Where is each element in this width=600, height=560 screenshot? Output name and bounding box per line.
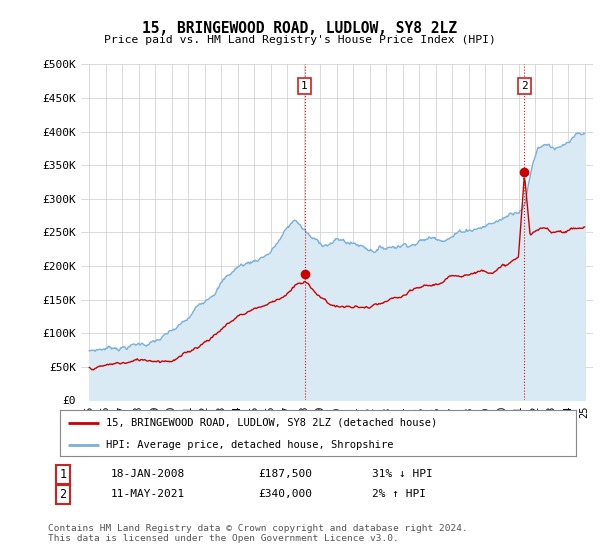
Text: 15, BRINGEWOOD ROAD, LUDLOW, SY8 2LZ: 15, BRINGEWOOD ROAD, LUDLOW, SY8 2LZ — [143, 21, 458, 36]
Text: 2: 2 — [59, 488, 67, 501]
Text: 31% ↓ HPI: 31% ↓ HPI — [372, 469, 433, 479]
Text: 11-MAY-2021: 11-MAY-2021 — [111, 489, 185, 500]
Text: 1: 1 — [301, 81, 308, 91]
Text: 15, BRINGEWOOD ROAD, LUDLOW, SY8 2LZ (detached house): 15, BRINGEWOOD ROAD, LUDLOW, SY8 2LZ (de… — [106, 418, 437, 428]
Text: Price paid vs. HM Land Registry's House Price Index (HPI): Price paid vs. HM Land Registry's House … — [104, 35, 496, 45]
Text: 18-JAN-2008: 18-JAN-2008 — [111, 469, 185, 479]
Text: 1: 1 — [59, 468, 67, 481]
Text: 2: 2 — [521, 81, 528, 91]
Text: HPI: Average price, detached house, Shropshire: HPI: Average price, detached house, Shro… — [106, 440, 394, 450]
Text: Contains HM Land Registry data © Crown copyright and database right 2024.
This d: Contains HM Land Registry data © Crown c… — [48, 524, 468, 543]
Text: £187,500: £187,500 — [258, 469, 312, 479]
Text: 2% ↑ HPI: 2% ↑ HPI — [372, 489, 426, 500]
Text: £340,000: £340,000 — [258, 489, 312, 500]
